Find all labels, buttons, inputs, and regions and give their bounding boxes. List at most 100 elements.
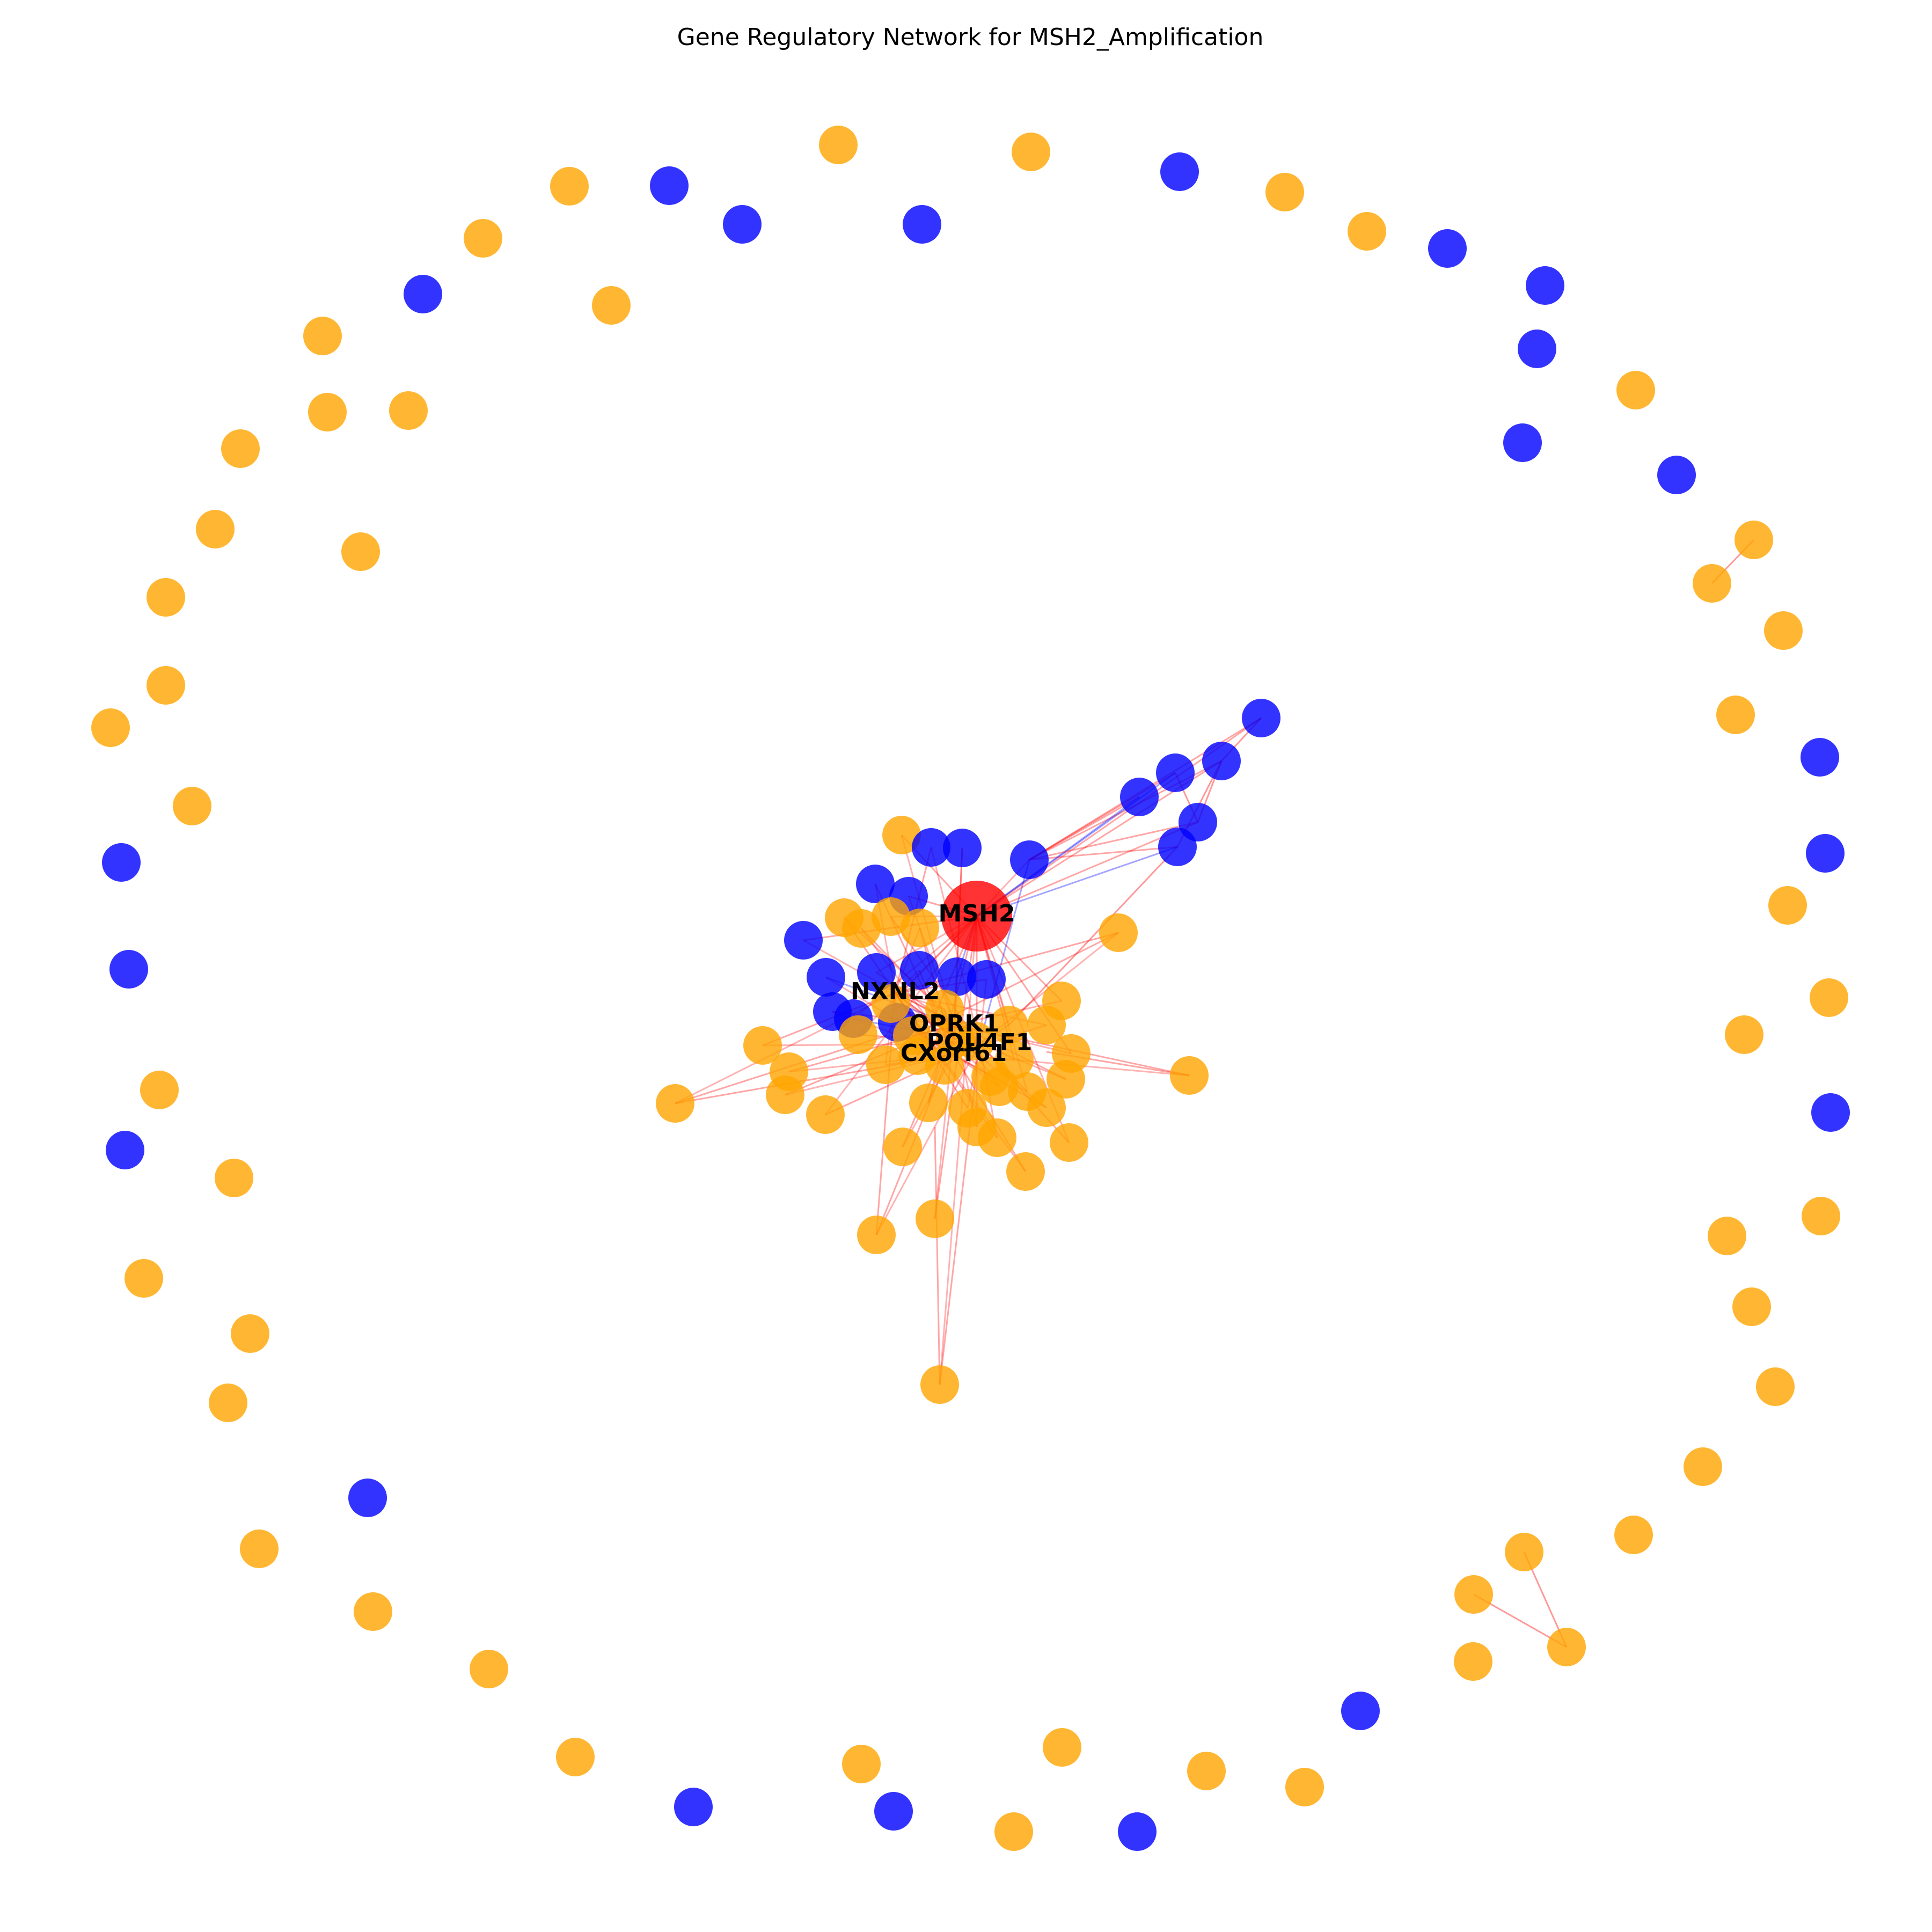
gene-node-up[interactable] <box>1454 1575 1493 1614</box>
gene-node-up[interactable] <box>1043 1728 1081 1767</box>
gene-node-down[interactable] <box>856 865 895 903</box>
gene-node-up[interactable] <box>354 1592 392 1631</box>
gene-node-down[interactable] <box>109 950 148 989</box>
gene-node-up[interactable] <box>1684 1447 1722 1486</box>
gene-node-down[interactable] <box>674 1788 713 1826</box>
gene-node-down[interactable] <box>723 205 762 244</box>
gene-node-up[interactable] <box>872 984 910 1023</box>
gene-node-down[interactable] <box>106 1131 144 1169</box>
gene-node-up[interactable] <box>1027 1006 1066 1044</box>
gene-node-up[interactable] <box>916 1199 954 1238</box>
gene-node-up[interactable] <box>1693 564 1731 603</box>
gene-node-up[interactable] <box>125 1259 163 1298</box>
gene-node-up[interactable] <box>656 1084 694 1123</box>
gene-node-up[interactable] <box>1768 886 1807 925</box>
gene-node-up[interactable] <box>995 1041 1034 1079</box>
gene-node-down[interactable] <box>784 921 823 960</box>
gene-node-up[interactable] <box>1265 173 1304 211</box>
gene-node-up[interactable] <box>883 1128 922 1166</box>
gene-node-down[interactable] <box>1657 456 1696 494</box>
gene-node-up[interactable] <box>1170 1056 1209 1095</box>
gene-node-up[interactable] <box>839 1015 877 1054</box>
gene-node-up[interactable] <box>806 1095 845 1134</box>
gene-node-down[interactable] <box>903 205 941 244</box>
gene-node-down[interactable] <box>1242 699 1280 737</box>
gene-node-up[interactable] <box>1764 611 1803 650</box>
gene-node-down[interactable] <box>650 166 689 205</box>
gene-node-down[interactable] <box>943 829 982 867</box>
gene-node-up[interactable] <box>308 393 347 431</box>
gene-node-up[interactable] <box>1735 521 1773 559</box>
gene-node-down[interactable] <box>1120 778 1159 816</box>
gene-node-down[interactable] <box>967 960 1006 999</box>
gene-node-up[interactable] <box>1810 978 1848 1017</box>
gene-node-up[interactable] <box>1725 1015 1763 1054</box>
gene-node-down[interactable] <box>1158 828 1197 866</box>
gene-node-up[interactable] <box>872 897 910 936</box>
gene-node-up[interactable] <box>857 1216 896 1254</box>
msh2-node[interactable] <box>941 881 1012 952</box>
gene-node-down[interactable] <box>1118 1812 1157 1851</box>
gene-node-up[interactable] <box>1050 1123 1088 1162</box>
gene-node-up[interactable] <box>1006 1152 1045 1191</box>
gene-node-down[interactable] <box>900 951 939 990</box>
gene-node-down[interactable] <box>857 953 896 992</box>
gene-node-up[interactable] <box>1454 1642 1492 1681</box>
gene-node-up[interactable] <box>909 1084 948 1122</box>
gene-node-down[interactable] <box>1160 152 1199 191</box>
gene-node-up[interactable] <box>1348 212 1386 251</box>
gene-node-up[interactable] <box>978 1118 1016 1157</box>
gene-node-up[interactable] <box>1285 1768 1324 1806</box>
gene-node-up[interactable] <box>147 666 185 705</box>
gene-node-up[interactable] <box>1616 371 1655 409</box>
gene-node-down[interactable] <box>1428 229 1467 268</box>
gene-node-up[interactable] <box>1099 913 1138 952</box>
gene-node-down[interactable] <box>1503 423 1542 462</box>
gene-node-up[interactable] <box>882 816 921 854</box>
gene-node-up[interactable] <box>1614 1516 1653 1554</box>
gene-node-up[interactable] <box>215 1159 253 1197</box>
gene-node-down[interactable] <box>912 828 950 867</box>
gene-node-up[interactable] <box>91 708 130 747</box>
gene-node-down[interactable] <box>102 843 141 882</box>
gene-node-down[interactable] <box>1341 1692 1380 1730</box>
gene-node-up[interactable] <box>196 510 235 548</box>
gene-node-down[interactable] <box>1811 1093 1850 1132</box>
gene-node-down[interactable] <box>404 275 442 313</box>
gene-node-up[interactable] <box>1046 1060 1085 1099</box>
gene-node-up[interactable] <box>209 1384 247 1422</box>
gene-node-up[interactable] <box>1187 1752 1226 1790</box>
gene-node-up[interactable] <box>341 532 380 571</box>
gene-node-up[interactable] <box>766 1075 804 1114</box>
gene-node-up[interactable] <box>470 1650 508 1688</box>
gene-node-up[interactable] <box>550 167 589 206</box>
gene-node-up[interactable] <box>1012 133 1050 171</box>
gene-node-up[interactable] <box>743 1026 782 1065</box>
gene-node-up[interactable] <box>147 578 185 617</box>
gene-node-up[interactable] <box>464 219 502 258</box>
gene-node-up[interactable] <box>819 126 858 164</box>
gene-node-up[interactable] <box>592 286 631 325</box>
gene-node-up[interactable] <box>1027 1088 1066 1127</box>
gene-node-down[interactable] <box>1806 834 1845 873</box>
gene-node-down[interactable] <box>1156 753 1195 792</box>
gene-node-down[interactable] <box>1010 840 1049 879</box>
gene-node-up[interactable] <box>556 1738 595 1776</box>
gene-node-up[interactable] <box>389 391 428 430</box>
gene-node-down[interactable] <box>1526 266 1564 305</box>
gene-node-up[interactable] <box>893 1016 932 1055</box>
gene-node-up[interactable] <box>1716 696 1755 734</box>
gene-node-up[interactable] <box>1756 1367 1795 1406</box>
gene-node-up[interactable] <box>303 317 342 355</box>
gene-node-up[interactable] <box>920 1365 959 1404</box>
gene-node-up[interactable] <box>925 990 964 1028</box>
gene-node-up[interactable] <box>842 1745 881 1783</box>
gene-node-down[interactable] <box>938 957 976 996</box>
gene-node-up[interactable] <box>994 1812 1033 1851</box>
gene-node-up[interactable] <box>173 787 211 825</box>
gene-node-down[interactable] <box>1518 330 1556 368</box>
gene-node-up[interactable] <box>140 1071 179 1109</box>
gene-node-down[interactable] <box>807 958 845 997</box>
gene-node-down[interactable] <box>1801 738 1839 777</box>
gene-node-up[interactable] <box>1708 1217 1746 1255</box>
